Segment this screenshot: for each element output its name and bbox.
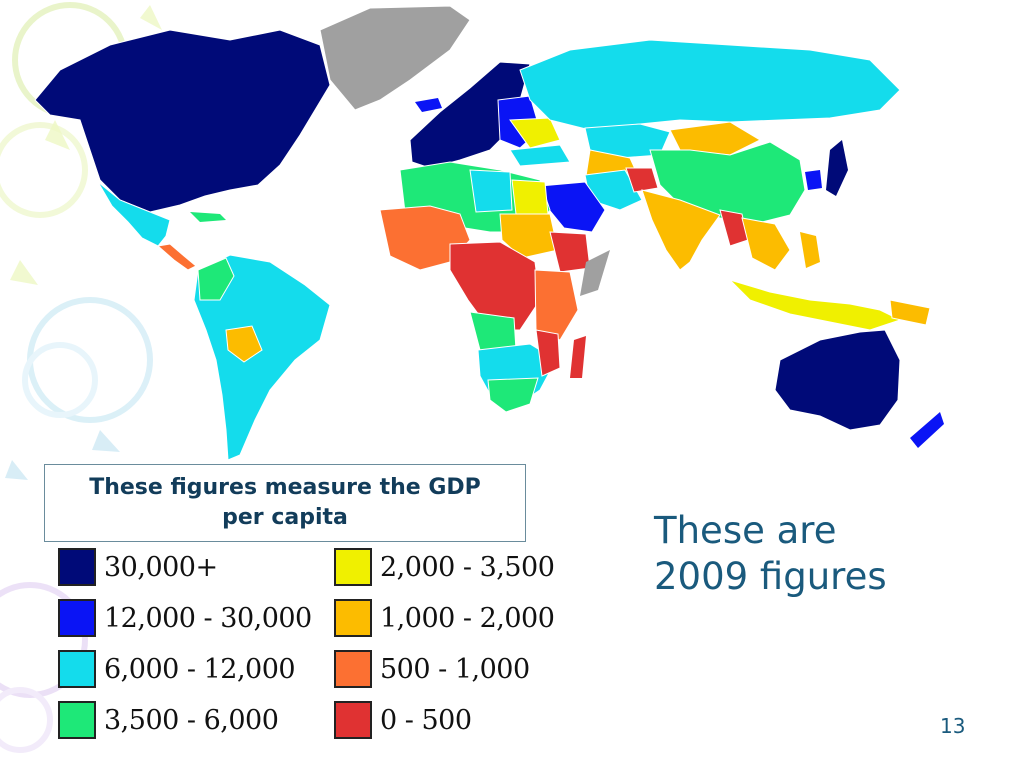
legend-swatch (58, 548, 96, 586)
region-iceland (415, 98, 442, 112)
region-south-africa (487, 377, 539, 413)
region-angola (469, 311, 517, 351)
legend-label: 30,000+ (104, 551, 218, 583)
region-central-america (156, 243, 197, 271)
region-japan (826, 140, 848, 196)
region-ethiopia (549, 231, 591, 273)
world-gdp-map (34, 5, 944, 461)
year-note: These are 2009 figures (654, 508, 984, 600)
region-greenland (319, 5, 471, 111)
legend-label: 1,000 - 2,000 (380, 602, 555, 634)
legend-label: 6,000 - 12,000 (104, 653, 296, 685)
region-somalia (580, 250, 610, 296)
region-sudan (499, 213, 559, 259)
legend-swatch (334, 599, 372, 637)
region-korea (805, 170, 822, 190)
legend-label: 2,000 - 3,500 (380, 551, 555, 583)
legend-item: 6,000 - 12,000 (58, 648, 296, 690)
legend-swatch (58, 701, 96, 739)
region-mexico (97, 181, 171, 247)
region-turkey (509, 144, 571, 167)
region-libya (469, 169, 513, 213)
region-philippines (800, 232, 820, 268)
region-india (641, 189, 721, 271)
region-egypt (511, 179, 549, 215)
legend: 30,000+ 12,000 - 30,000 6,000 - 12,000 3… (58, 546, 578, 742)
year-note-line: 2009 figures (654, 555, 887, 598)
region-png (889, 299, 931, 326)
region-australia (774, 329, 901, 431)
legend-item: 3,500 - 6,000 (58, 699, 279, 741)
legend-label: 500 - 1,000 (380, 653, 530, 685)
region-mozambique (535, 329, 561, 377)
region-new-zealand (910, 412, 944, 448)
region-ukraine (509, 117, 561, 149)
region-mongolia (669, 121, 762, 156)
region-indonesia (729, 279, 902, 331)
caption-box: These figures measure the GDP per capita (44, 464, 526, 542)
legend-label: 12,000 - 30,000 (104, 602, 312, 634)
legend-swatch (334, 701, 372, 739)
legend-swatch (334, 548, 372, 586)
legend-item: 2,000 - 3,500 (334, 546, 555, 588)
region-se-asia (741, 217, 791, 271)
region-east-africa (534, 269, 579, 341)
legend-swatch (58, 650, 96, 688)
region-south-america (193, 254, 331, 461)
legend-item: 500 - 1,000 (334, 648, 530, 690)
region-central-africa (449, 241, 541, 331)
legend-label: 0 - 500 (380, 704, 472, 736)
region-caribbean (190, 212, 226, 222)
legend-label: 3,500 - 6,000 (104, 704, 279, 736)
legend-swatch (58, 599, 96, 637)
page-number: 13 (940, 714, 966, 738)
legend-item: 1,000 - 2,000 (334, 597, 555, 639)
region-north-america (34, 29, 331, 213)
legend-swatch (334, 650, 372, 688)
year-note-line: These are (654, 509, 837, 552)
caption-text: These figures measure the GDP per capita (89, 475, 481, 530)
legend-item: 30,000+ (58, 546, 218, 588)
legend-item: 0 - 500 (334, 699, 472, 741)
legend-item: 12,000 - 30,000 (58, 597, 312, 639)
region-afghanistan (625, 167, 659, 193)
region-russia (519, 39, 901, 131)
region-madagascar (570, 336, 586, 378)
region-bolivia (225, 325, 263, 363)
region-colombia (197, 257, 235, 301)
